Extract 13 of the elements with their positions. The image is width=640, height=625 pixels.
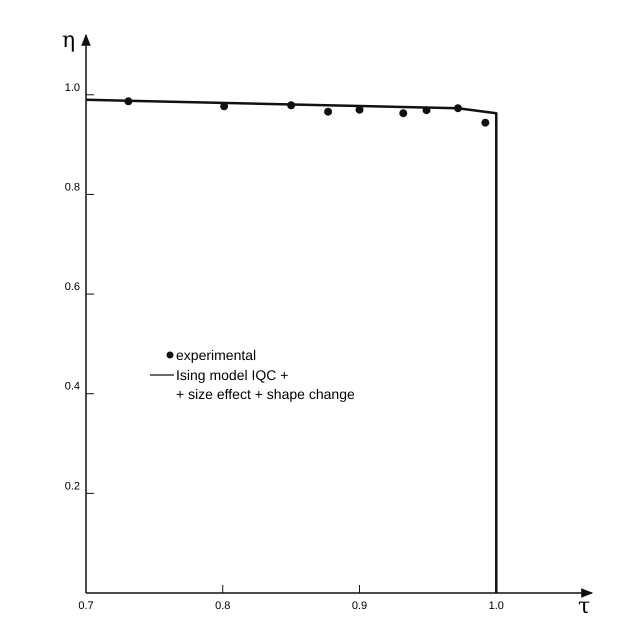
y-tick-label: 0.2 — [64, 480, 80, 492]
y-tick-label: 0.4 — [64, 380, 80, 393]
y-axis-title: η — [62, 28, 76, 53]
y-tick-label: 1.0 — [64, 82, 80, 94]
x-tick-label: 1.0 — [488, 600, 504, 612]
x-tick-label: 0.7 — [78, 600, 94, 612]
legend-label: Ising model IQC + + size effect + shape change — [176, 367, 355, 402]
y-tick-label: 0.6 — [64, 281, 80, 294]
x-tick-label: 0.8 — [215, 600, 230, 612]
x-tick-label: 0.9 — [352, 600, 368, 612]
x-axis-title: τ — [578, 594, 590, 619]
legend-label: experimental — [176, 347, 256, 363]
y-tick-label: 0.8 — [64, 181, 80, 194]
